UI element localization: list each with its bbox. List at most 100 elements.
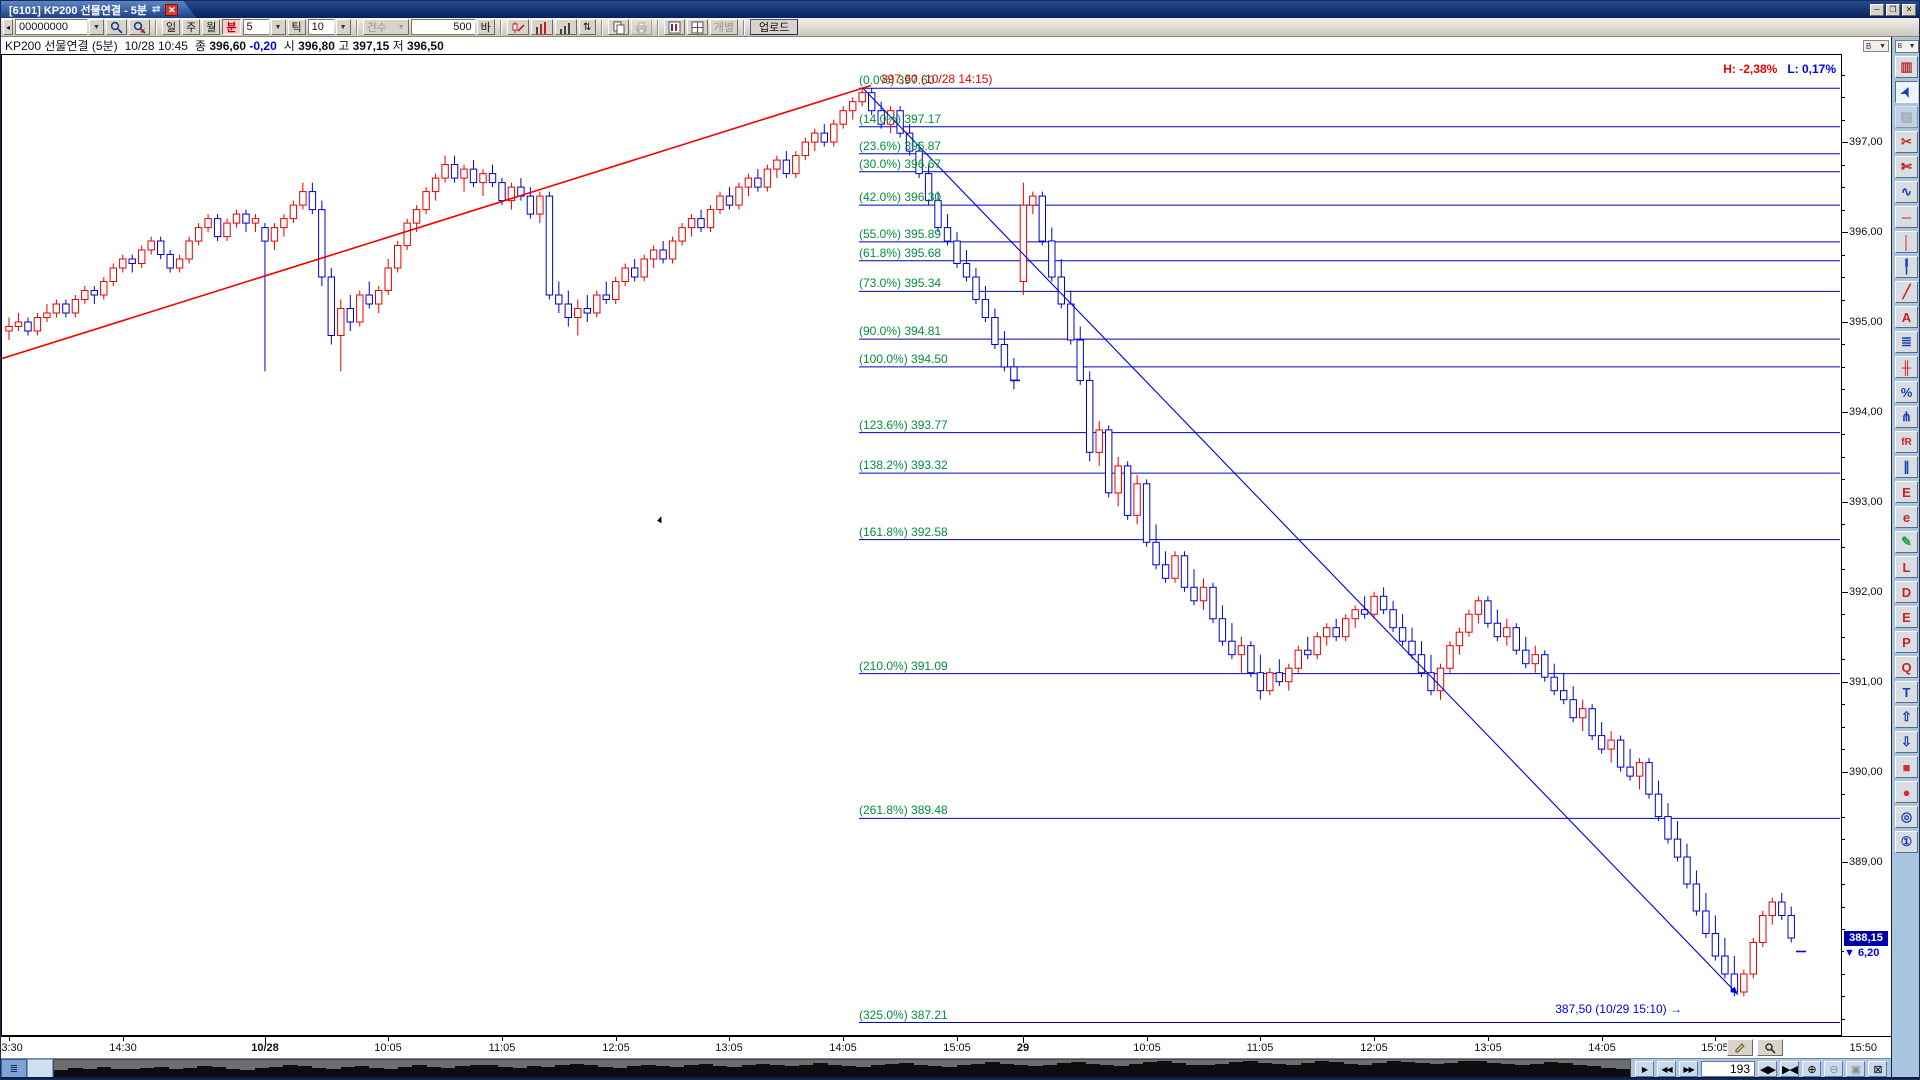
symbol-code-input[interactable]: 00000000 [15,19,87,35]
minimap-bar [1415,1063,1430,1078]
anchor-line-icon[interactable]: ╿ [1895,256,1918,278]
number-marker-icon[interactable]: ① [1895,831,1918,853]
minimap-bar [1042,1064,1057,1078]
minute-value-select[interactable]: 5 [242,19,269,35]
channel-icon[interactable]: ╫ [1895,356,1918,378]
parallel-line-icon[interactable]: ∥ [1895,456,1918,478]
bar-apply-button[interactable]: 바 [476,19,495,35]
scroll-right-button[interactable]: ▶ [1635,1061,1654,1077]
copy-document-icon[interactable] [607,19,629,35]
price-axis[interactable]: B ▼ 397,00 396,00 395,00 394,00 393,00 392,00 3… [1842,40,1891,1036]
search-icon[interactable] [106,19,127,35]
tab-close-icon[interactable]: ✕ [165,4,178,16]
square-marker-icon[interactable]: ■ [1895,756,1918,778]
high-label: 고 [338,39,350,53]
period-day-button[interactable]: 일 [162,19,181,35]
text-label-icon[interactable]: A [1895,306,1918,328]
mini-chart-icon[interactable] [663,19,685,35]
multi-line-icon[interactable]: ≣ [1895,331,1918,353]
history-minimap[interactable] [53,1059,1631,1079]
horizontal-line-icon[interactable]: ─ [1895,206,1918,228]
period-month-button[interactable]: 월 [202,19,221,35]
minimap-bar [1142,1062,1158,1078]
close-button[interactable]: ✕ [1902,3,1916,16]
pointer-tool-icon[interactable]: ➤ [1895,81,1918,103]
minimap-bar [684,1065,699,1078]
delete-all-drawings-icon[interactable]: ✄ [1895,156,1918,178]
reset-view-button[interactable]: ⊠ [1868,1061,1887,1077]
minimap-bar [139,1067,155,1078]
bar-count-input[interactable]: 500 [410,19,475,35]
line-chart-tool-icon[interactable]: L [1895,556,1918,578]
window-tab[interactable]: [6101] KP200 선물연결 - 5분 ⇄ ✕ [1,1,196,18]
chart-pattern-icon[interactable]: ▥ [1895,56,1918,78]
candle-chart-icon[interactable] [506,19,529,35]
navigator-thumb[interactable] [27,1059,53,1079]
link-icon[interactable]: ⇄ [152,4,161,15]
minimap-bar [1472,1061,1487,1078]
pencil-icon[interactable]: ✎ [1895,531,1918,553]
search-jump-icon[interactable] [129,19,150,35]
drawing-tool-dropdown[interactable]: B ▼ [1894,40,1919,53]
minimize-button[interactable]: ─ [1870,3,1884,16]
current-price-box: 388,15 [1844,931,1888,946]
axis-settings-button[interactable]: B ▼ [1863,40,1889,52]
tick-dropdown-icon[interactable]: ▼ [335,19,351,35]
period-tick-button[interactable]: 틱 [287,19,306,35]
elliott-wave-icon[interactable]: E [1895,481,1918,503]
extended-chart-tool-icon[interactable]: E [1895,606,1918,628]
price-axis-tick [1842,412,1848,413]
minimap-bar [125,1069,140,1078]
daily-chart-tool-icon[interactable]: D [1895,581,1918,603]
ring-marker-icon[interactable]: ◎ [1895,806,1918,828]
min-dropdown-icon[interactable]: ▼ [270,19,286,35]
draw-pencil-button[interactable] [1727,1039,1753,1056]
upload-button[interactable]: 업로드 [750,19,799,35]
tick-value-select[interactable]: 10 [307,19,334,35]
indicator-line-icon[interactable]: ∿ [1895,181,1918,203]
period-week-button[interactable]: 주 [182,19,201,35]
pattern-chart-tool-icon[interactable]: P [1895,631,1918,653]
arrow-down-marker-icon[interactable]: ⇩ [1895,731,1918,753]
delete-drawing-icon[interactable]: ✂ [1895,131,1918,153]
time-axis-tick [1374,1037,1375,1041]
percent-line-icon[interactable]: % [1895,381,1918,403]
price-axis-tick [1842,502,1848,503]
scroll-left-button[interactable]: ◂ [3,19,13,35]
sort-updown-icon[interactable]: ⇅ [578,19,596,35]
minimap-bar [54,1069,69,1078]
elliott-correction-icon[interactable]: e [1895,506,1918,528]
grid-layout-icon[interactable] [686,19,708,35]
minimap-bar [956,1065,971,1078]
minimap-bar [1458,1060,1473,1078]
quote-tool-icon[interactable]: Q [1895,656,1918,678]
bar-width-decrease-button[interactable]: ▶◀ [1780,1061,1799,1077]
minimap-bar [827,1065,843,1078]
fan-line-icon[interactable]: ⋔ [1895,406,1918,428]
fibonacci-icon[interactable]: fR [1895,431,1918,453]
price-axis-label: 393,00 [1849,496,1883,508]
time-axis-label: 10:05 [1133,1042,1161,1054]
bar-chart-red-icon[interactable] [530,19,553,35]
page-forward-button[interactable]: ▶▶ [1679,1061,1698,1077]
vertical-line-icon[interactable]: │ [1895,231,1918,253]
zoom-in-button[interactable]: ⊕ [1802,1061,1821,1077]
navigator-home-button[interactable]: ≣ [1,1059,27,1079]
time-axis[interactable]: 13:30 14:30 10/28 10:05 11:05 12:05 13:05 14:05… [1,1036,1891,1058]
period-minute-button[interactable]: 분 [222,19,241,35]
text-tool-icon[interactable]: T [1895,681,1918,703]
symbol-dropdown-icon[interactable]: ▼ [89,19,104,35]
minimap-bar [842,1066,857,1078]
zoom-magnifier-button[interactable] [1757,1039,1783,1056]
minimap-bar [971,1063,986,1078]
visible-bar-count-input[interactable]: 193 [1701,1061,1755,1077]
diagonal-line-icon[interactable]: ╱ [1895,281,1918,303]
minimap-bar [1300,1063,1315,1078]
bar-chart-icon[interactable] [554,19,577,35]
page-back-button[interactable]: ◀◀ [1657,1061,1676,1077]
bar-width-increase-button[interactable]: ◀▶ [1758,1061,1777,1077]
restore-button[interactable]: ❐ [1886,3,1900,16]
price-chart-plot[interactable] [1,54,1842,1036]
circle-marker-icon[interactable]: ● [1895,781,1918,803]
arrow-up-marker-icon[interactable]: ⇧ [1895,706,1918,728]
